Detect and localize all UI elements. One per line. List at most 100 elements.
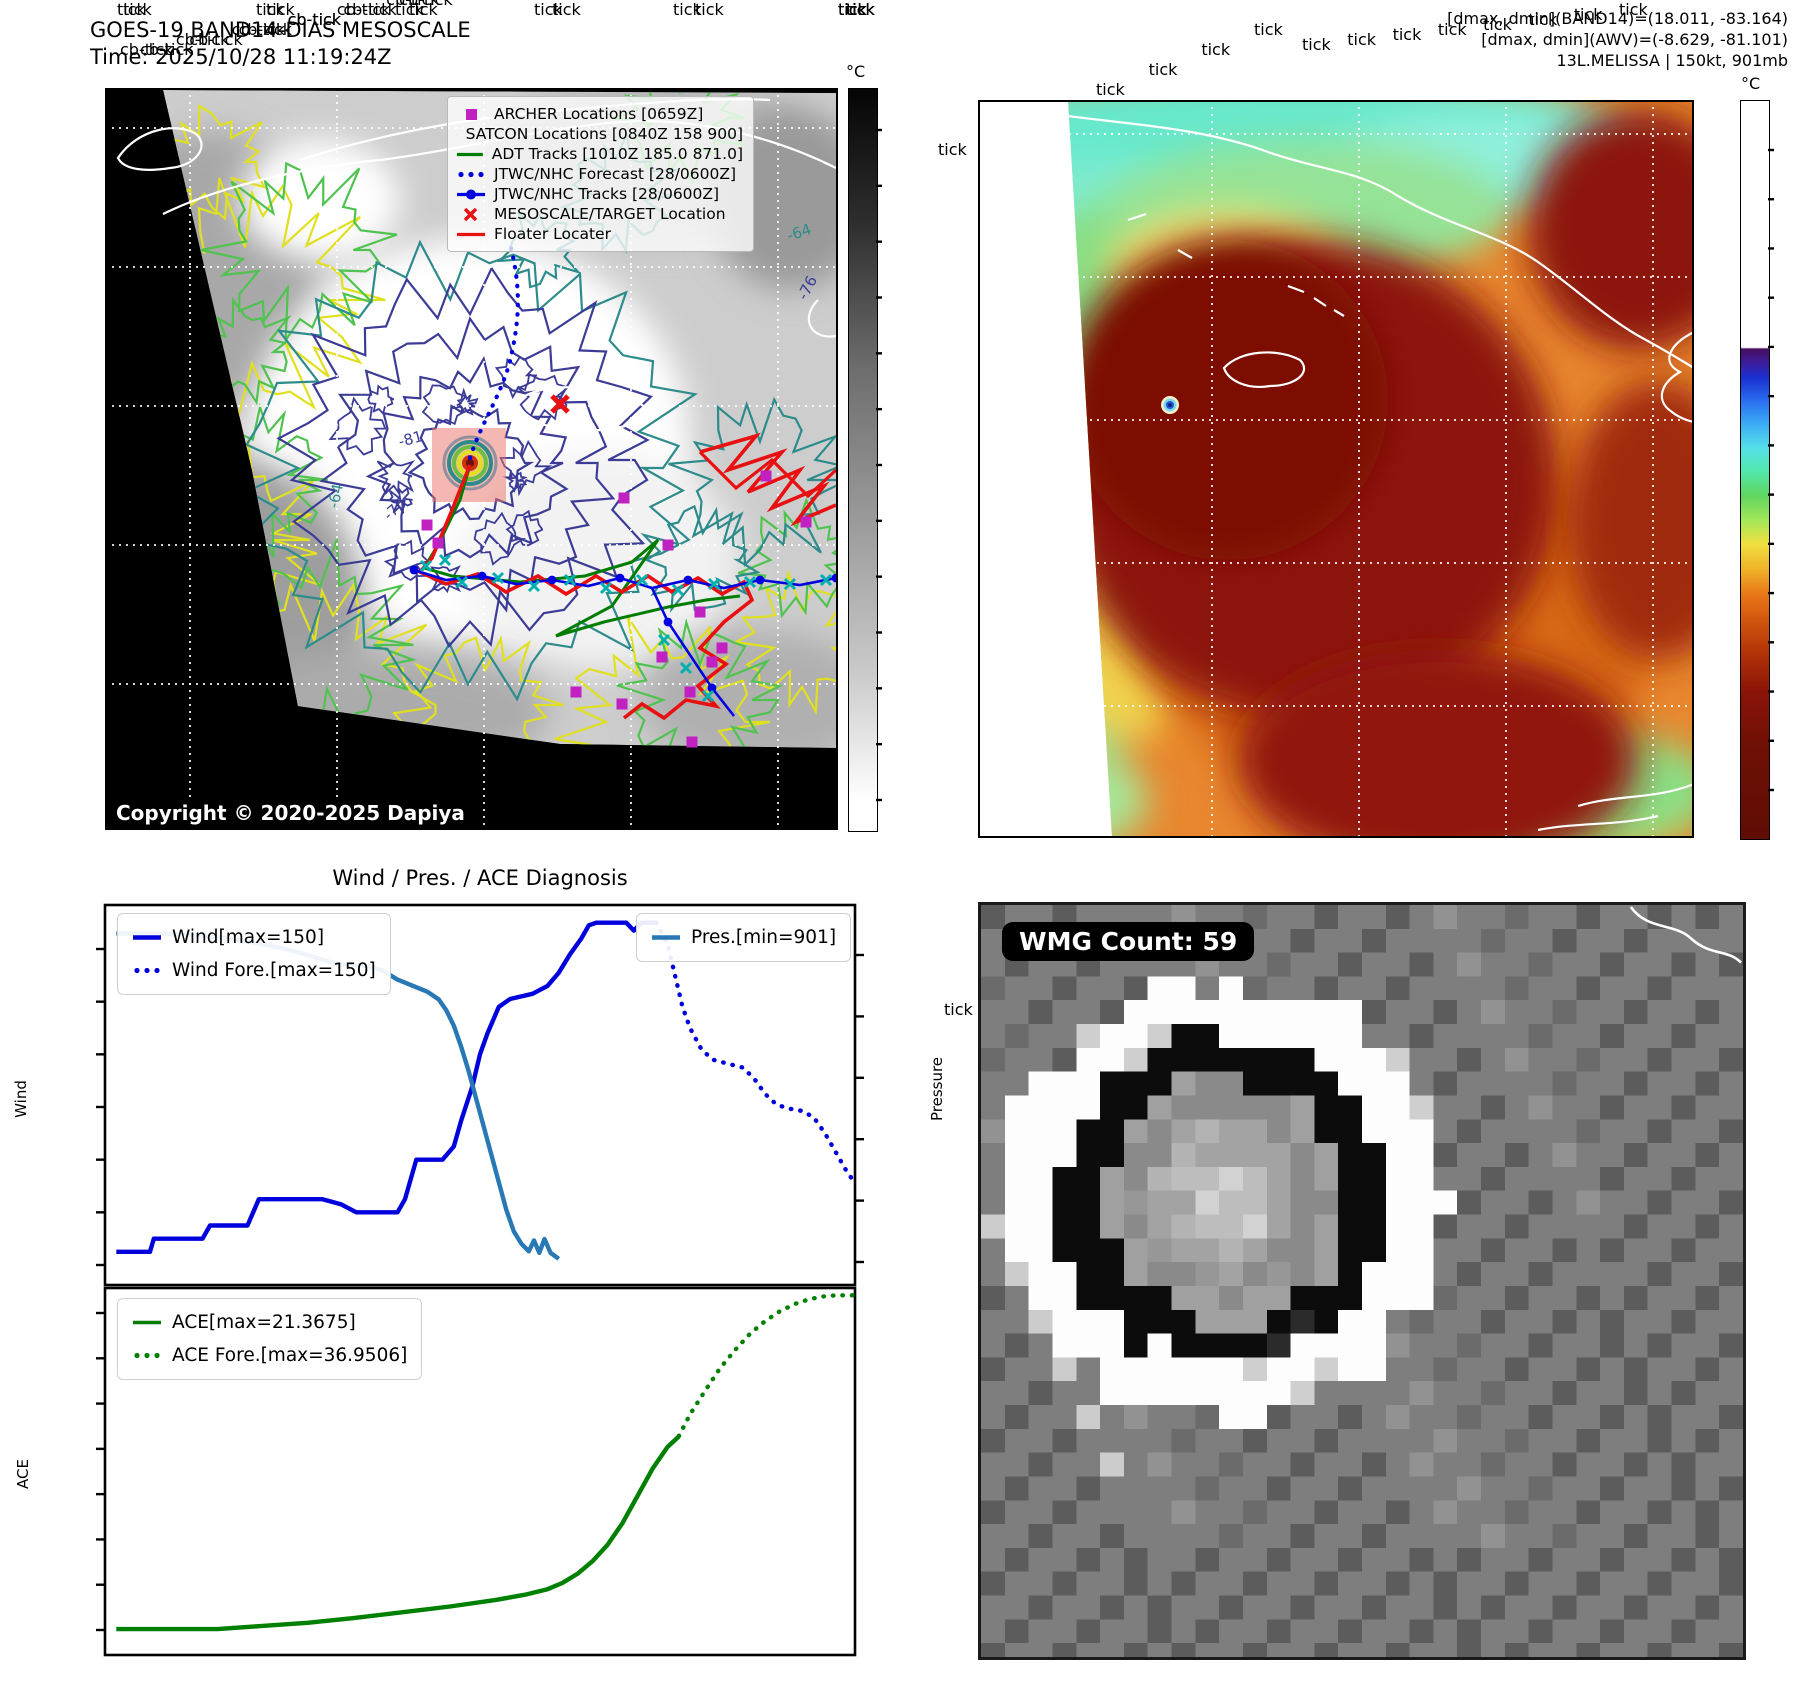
legend-label: JTWC/NHC Tracks [28/0600Z] [494, 185, 720, 203]
legend-label: JTWC/NHC Forecast [28/0600Z] [494, 165, 737, 183]
dmax-dmin-awv: [dmax, dmin](AWV)=(-8.629, -81.101) [1481, 30, 1788, 49]
[object Object]: tick [846, 0, 875, 19]
[object Object]: tick [1096, 80, 1125, 99]
legend-label: Floater Locater [494, 225, 611, 243]
blue-line-icon [133, 935, 161, 940]
tick-label: cb-tick [399, 0, 453, 9]
[object Object]: tick [1619, 0, 1648, 19]
[object Object]: tick [838, 0, 867, 19]
tick-label: cb-tick [336, 0, 391, 19]
storm-id-intensity: 13L.MELISSA | 150kt, 901mb [1556, 51, 1788, 70]
[object Object]: tick [1437, 20, 1467, 39]
tick-label: cb-tick [189, 30, 243, 49]
legend-item: SATCON Locations [0840Z 158 900] [456, 124, 743, 144]
tick-label: cb-tick [386, 0, 440, 9]
awv-color-satellite-map [978, 100, 1694, 838]
legend-item: JTWC/NHC Forecast [28/0600Z] [456, 164, 743, 184]
wind-axis-label: Wind [11, 1080, 30, 1118]
blue-dotted-icon [134, 967, 160, 974]
[object Object]: tick [695, 0, 724, 19]
[object Object]: tick [846, 0, 875, 19]
microwave-eyewall-image [978, 902, 1746, 1660]
[object Object]: tick [534, 0, 563, 19]
legend-item: Pres.[min=901] [651, 921, 836, 954]
legend-label: Wind Fore.[max=150] [172, 960, 376, 981]
legend-item: MESOSCALE/TARGET Location [456, 204, 743, 224]
tick-label: cb-tick [343, 0, 397, 19]
tick-label: cb-tick [120, 40, 174, 59]
ace-axis-label: ACE [13, 1459, 32, 1489]
cyan-x-icon [456, 133, 458, 135]
contour-label: -81 [396, 427, 424, 451]
legend-label: Pres.[min=901] [691, 927, 837, 948]
green-line-icon [133, 1320, 161, 1325]
legend-label: SATCON Locations [0840Z 158 900] [465, 125, 743, 143]
map-legend: ARCHER Locations [0659Z] SATCON Locations… [447, 96, 754, 252]
[object Object]: tick [1201, 40, 1231, 59]
[object Object]: tick [1483, 15, 1512, 34]
contour-label: -64 [324, 482, 347, 510]
awv-colorbar [1740, 100, 1770, 840]
blue-line-dot-icon [457, 189, 485, 199]
storm-header: [dmax, dmin](BAND14)=(18.011, -83.164) [… [1180, 8, 1788, 71]
tick-label: cb-tick [140, 40, 194, 59]
[object Object]: tick [846, 0, 875, 19]
goes-title: GOES-19 BAND14-DIAS MESOSCALE [90, 18, 471, 42]
legend-label: MESOSCALE/TARGET Location [494, 205, 726, 223]
[object Object]: tick [938, 140, 967, 159]
legend-item: Wind[max=150] [132, 921, 376, 954]
legend-item: ARCHER Locations [0659Z] [456, 104, 743, 124]
tick-label: cb-tick [287, 10, 341, 29]
legend-item: Wind Fore.[max=150] [132, 954, 376, 987]
legend-label: Wind[max=150] [172, 927, 325, 948]
pressure-legend: Pres.[min=901] [636, 913, 852, 962]
legend-label: ADT Tracks [1010Z 185.0 871.0] [491, 145, 743, 163]
[object Object]: tick [1347, 30, 1377, 49]
legend-label: ACE Fore.[max=36.9506] [172, 1345, 408, 1366]
[object Object]: tick [256, 0, 285, 19]
[object Object]: tick [838, 0, 867, 19]
[object Object]: tick [1392, 25, 1422, 44]
[object Object]: tick [673, 0, 702, 19]
magenta-square-icon [466, 108, 477, 120]
series-ace-solid [116, 1434, 681, 1632]
legend-item: ACE[max=21.3675] [132, 1306, 407, 1339]
red-x-icon [463, 207, 478, 221]
colorbar-unit-left: °C [846, 62, 866, 81]
legend-item: ACE Fore.[max=36.9506] [132, 1339, 407, 1372]
diagnosis-title: Wind / Pres. / ACE Diagnosis [332, 866, 628, 890]
[object Object]: tick [117, 0, 146, 19]
legend-label: ARCHER Locations [0659Z] [494, 105, 704, 123]
[object Object]: tick [1573, 5, 1603, 24]
[object Object]: tick [1254, 20, 1283, 39]
ace-legend: ACE[max=21.3675] ACE Fore.[max=36.9506] [117, 1298, 423, 1380]
[object Object]: tick [846, 0, 875, 19]
dmax-dmin-band14: [dmax, dmin](BAND14)=(18.011, -83.164) [1447, 9, 1788, 28]
legend-item: Floater Locater [456, 224, 743, 244]
wind-legend: Wind[max=150] Wind Fore.[max=150] [117, 913, 391, 995]
red-line-icon [457, 232, 485, 236]
series-ace-dotted [676, 1293, 855, 1439]
[object Object]: tick [123, 0, 152, 19]
wmg-count-badge: WMG Count: 59 [1002, 922, 1255, 961]
legend-item: ADT Tracks [1010Z 185.0 871.0] [456, 144, 743, 164]
[object Object]: tick [409, 0, 438, 19]
[object Object]: tick [395, 0, 424, 19]
blue-dotted-icon [458, 171, 484, 177]
[object Object]: tick [1528, 10, 1558, 29]
[object Object]: tick [552, 0, 581, 19]
tick-label: cb-tick [287, 10, 342, 29]
tick-label: tick [944, 1000, 973, 1019]
[object Object]: tick [838, 0, 867, 19]
colorbar-unit-right: °C [1741, 74, 1761, 93]
green-dotted-icon [134, 1352, 160, 1359]
copyright-badge: Copyright © 2020-2025 Dapiya [106, 798, 475, 828]
[object Object]: tick [1148, 60, 1178, 79]
tick-label: cb-tick [238, 20, 292, 39]
[object Object]: tick [846, 0, 875, 19]
steelblue-line-icon [652, 935, 680, 940]
[object Object]: tick [266, 0, 295, 19]
[object Object]: tick [838, 0, 867, 19]
legend-item: JTWC/NHC Tracks [28/0600Z] [456, 184, 743, 204]
